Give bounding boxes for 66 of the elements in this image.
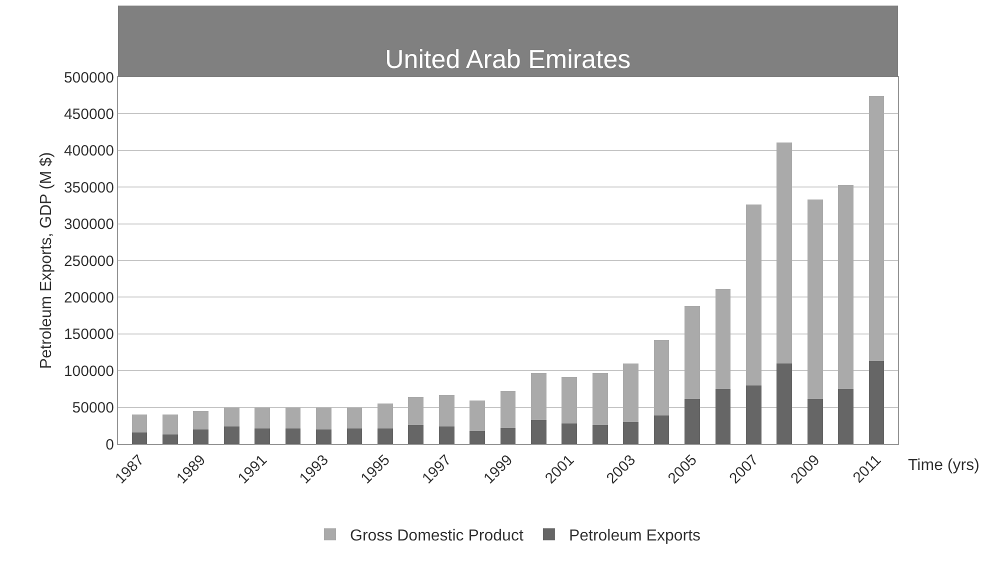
bar bbox=[162, 434, 178, 444]
legend-label: Gross Domestic Product bbox=[350, 528, 524, 545]
bar bbox=[377, 428, 393, 444]
bar bbox=[254, 407, 270, 429]
bar bbox=[684, 306, 700, 400]
bar bbox=[654, 340, 670, 416]
y-axis-title: Petroleum Exports, GDP (M $) bbox=[38, 152, 55, 369]
bar bbox=[623, 422, 639, 444]
bar bbox=[776, 363, 792, 444]
bar bbox=[807, 399, 823, 444]
bar bbox=[592, 424, 608, 444]
bar bbox=[868, 96, 884, 362]
y-tick-label: 300000 bbox=[64, 216, 114, 234]
bar bbox=[746, 204, 762, 386]
y-tick-label: 150000 bbox=[64, 326, 114, 344]
bar bbox=[162, 414, 178, 434]
bar bbox=[316, 407, 332, 430]
bar bbox=[346, 428, 362, 444]
y-tick-label: 250000 bbox=[64, 252, 114, 270]
bar bbox=[346, 407, 362, 429]
bar bbox=[193, 410, 209, 430]
y-tick-label: 50000 bbox=[72, 400, 114, 417]
bar bbox=[592, 372, 608, 425]
bar bbox=[408, 397, 424, 425]
bar bbox=[807, 200, 823, 400]
bar bbox=[838, 388, 854, 444]
bar bbox=[254, 428, 270, 444]
y-tick-label: 400000 bbox=[64, 142, 114, 160]
bar bbox=[470, 400, 485, 431]
y-tick-label: 500000 bbox=[64, 69, 114, 86]
bar bbox=[224, 426, 240, 444]
bar bbox=[470, 430, 485, 444]
y-tick-label: 200000 bbox=[64, 289, 114, 306]
bar bbox=[377, 404, 393, 429]
y-tick-label: 0 bbox=[106, 436, 114, 454]
bar bbox=[654, 415, 670, 444]
bar bbox=[224, 407, 240, 426]
bar bbox=[285, 428, 301, 444]
bar bbox=[316, 429, 332, 444]
bar bbox=[623, 363, 639, 422]
bar bbox=[500, 428, 516, 444]
bar bbox=[838, 184, 854, 389]
bar bbox=[193, 429, 209, 444]
chart-title: United Arab Emirates bbox=[385, 44, 631, 74]
bar bbox=[562, 377, 578, 424]
x-axis-title: Time (yrs) bbox=[908, 457, 980, 474]
bar bbox=[500, 391, 516, 428]
bar bbox=[868, 361, 884, 444]
bar bbox=[285, 407, 301, 429]
bar bbox=[715, 388, 731, 444]
bar bbox=[715, 289, 731, 389]
bar bbox=[562, 423, 578, 444]
y-tick-label: 100000 bbox=[64, 362, 114, 380]
bar bbox=[776, 142, 792, 364]
bar bbox=[531, 420, 546, 444]
bar bbox=[408, 424, 424, 444]
bar bbox=[132, 432, 148, 444]
bar bbox=[684, 399, 700, 444]
bar bbox=[531, 372, 546, 420]
bar bbox=[438, 394, 454, 426]
y-tick-label: 350000 bbox=[64, 179, 114, 196]
bar bbox=[438, 426, 454, 444]
legend-label: Petroleum Exports bbox=[568, 528, 701, 545]
bar bbox=[746, 385, 762, 444]
y-tick-label: 450000 bbox=[64, 106, 114, 123]
bar bbox=[132, 414, 148, 432]
